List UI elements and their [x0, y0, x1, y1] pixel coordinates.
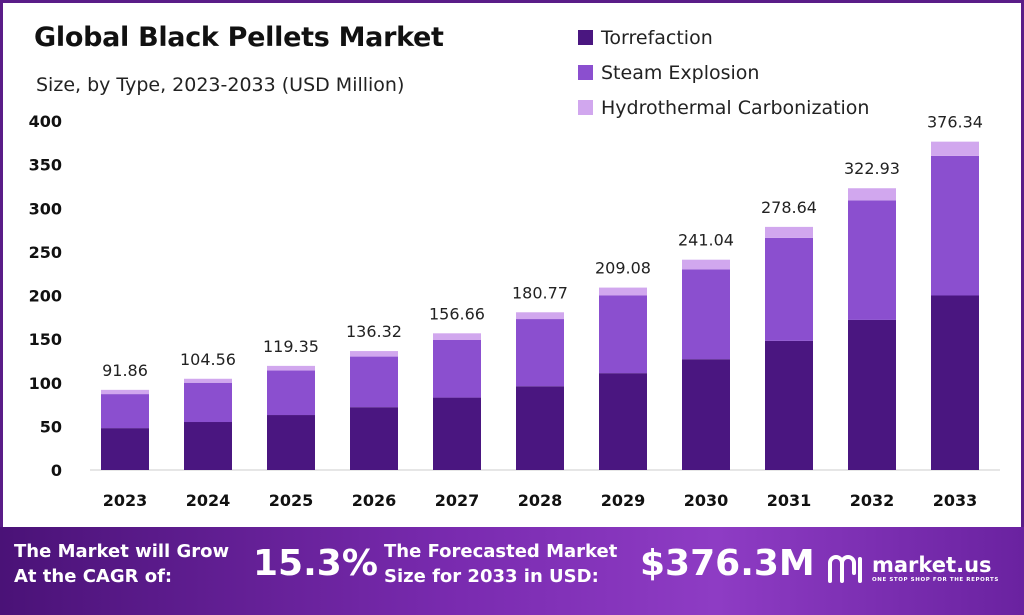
y-tick-label: 250: [29, 243, 62, 262]
total-label-2029: 209.08: [595, 259, 651, 278]
cagr-caption: The Market will Grow At the CAGR of:: [14, 539, 229, 589]
bar-hydrothermal-carbonization-2031: [765, 226, 813, 238]
total-label-2024: 104.56: [180, 350, 236, 369]
bar-hydrothermal-carbonization-2032: [848, 188, 896, 201]
logo-name: market.us: [872, 552, 992, 577]
forecast-caption-line1: The Forecasted Market: [384, 541, 618, 562]
bar-steam-explosion-2024: [184, 382, 232, 423]
bar-steam-explosion-2028: [516, 319, 564, 387]
forecast-value: $376.3M: [640, 543, 815, 584]
bar-steam-explosion-2030: [682, 269, 730, 360]
legend-swatch-steam-explosion: [578, 65, 593, 80]
bar-hydrothermal-carbonization-2030: [682, 259, 730, 270]
y-tick-label: 50: [40, 417, 62, 436]
bar-hydrothermal-carbonization-2027: [433, 333, 481, 340]
legend-item-torrefaction: Torrefaction: [578, 20, 869, 55]
y-tick-label: 400: [29, 112, 62, 131]
x-tick-label: 2025: [269, 491, 314, 510]
x-tick-label: 2029: [601, 491, 646, 510]
total-label-2032: 322.93: [844, 159, 900, 178]
cagr-caption-line1: The Market will Grow: [14, 541, 230, 562]
y-tick-label: 100: [29, 374, 62, 393]
bar-torrefaction-2032: [848, 319, 896, 470]
legend-swatch-hydrothermal-carbonization: [578, 100, 593, 115]
bar-steam-explosion-2026: [350, 356, 398, 408]
y-tick-label: 0: [51, 461, 62, 480]
y-tick-label: 350: [29, 156, 62, 175]
y-axis-ticks: 0 50 100 150 200 250 300 350 400: [29, 112, 62, 480]
market-us-logo-icon: [828, 555, 862, 583]
x-axis-ticks: 2023 2024 2025 2026 2027 2028 2029 2030 2031 2032…: [103, 491, 978, 510]
chart-title: Global Black Pellets Market: [34, 22, 444, 53]
total-label-2028: 180.77: [512, 283, 568, 302]
bar-hydrothermal-carbonization-2029: [599, 287, 647, 296]
total-label-2031: 278.64: [761, 198, 817, 217]
bar-steam-explosion-2023: [101, 394, 149, 429]
total-label-2023: 91.86: [102, 361, 148, 380]
forecast-caption: The Forecasted Market Size for 2033 in U…: [384, 539, 617, 589]
total-labels-group: 91.86 104.56 119.35 136.32 156.66 180.77 209.0…: [102, 113, 983, 380]
bar-steam-explosion-2025: [267, 370, 315, 416]
bar-torrefaction-2030: [682, 359, 730, 470]
y-tick-label: 300: [29, 199, 62, 218]
bar-steam-explosion-2027: [433, 339, 481, 398]
total-label-2026: 136.32: [346, 322, 402, 341]
bar-hydrothermal-carbonization-2025: [267, 365, 315, 371]
bar-torrefaction-2027: [433, 397, 481, 470]
x-tick-label: 2024: [186, 491, 231, 510]
bar-steam-explosion-2032: [848, 200, 896, 320]
bar-steam-explosion-2033: [931, 155, 979, 296]
legend-label-steam-explosion: Steam Explosion: [601, 61, 760, 84]
bar-torrefaction-2023: [101, 428, 149, 470]
cagr-caption-line2: At the CAGR of:: [14, 566, 173, 587]
total-label-2025: 119.35: [263, 337, 319, 356]
bar-hydrothermal-carbonization-2024: [184, 378, 232, 383]
y-tick-label: 150: [29, 330, 62, 349]
x-tick-label: 2026: [352, 491, 397, 510]
x-tick-label: 2033: [933, 491, 978, 510]
x-tick-label: 2031: [767, 491, 812, 510]
y-tick-label: 200: [29, 287, 62, 306]
legend-item-steam-explosion: Steam Explosion: [578, 55, 869, 90]
chart-legend: Torrefaction Steam Explosion Hydrotherma…: [578, 20, 869, 125]
stacked-bar-chart: 0 50 100 150 200 250 300 350 400 91.86 104.56 119.…: [29, 112, 1000, 510]
legend-label-hydrothermal-carbonization: Hydrothermal Carbonization: [601, 96, 870, 119]
x-tick-label: 2030: [684, 491, 729, 510]
chart-subtitle: Size, by Type, 2023-2033 (USD Million): [36, 74, 405, 96]
bar-torrefaction-2025: [267, 415, 315, 470]
bar-torrefaction-2029: [599, 373, 647, 470]
bar-steam-explosion-2031: [765, 237, 813, 341]
market-us-logo: market.us ONE STOP SHOP FOR THE REPORTS: [826, 546, 999, 590]
bar-torrefaction-2024: [184, 422, 232, 470]
logo-tagline: ONE STOP SHOP FOR THE REPORTS: [872, 576, 999, 583]
forecast-caption-line2: Size for 2033 in USD:: [384, 566, 599, 587]
x-tick-label: 2028: [518, 491, 563, 510]
x-tick-label: 2023: [103, 491, 148, 510]
bar-hydrothermal-carbonization-2033: [931, 141, 979, 156]
cagr-value: 15.3%: [253, 543, 378, 584]
market-us-logo-text: market.us ONE STOP SHOP FOR THE REPORTS: [872, 554, 999, 583]
x-tick-label: 2027: [435, 491, 480, 510]
legend-item-hydrothermal-carbonization: Hydrothermal Carbonization: [578, 90, 869, 125]
bar-steam-explosion-2029: [599, 295, 647, 374]
legend-swatch-torrefaction: [578, 30, 593, 45]
bar-torrefaction-2026: [350, 407, 398, 470]
bars-group: [101, 141, 979, 470]
total-label-2030: 241.04: [678, 231, 734, 250]
bar-torrefaction-2033: [931, 295, 979, 470]
legend-label-torrefaction: Torrefaction: [601, 26, 713, 49]
total-label-2027: 156.66: [429, 304, 485, 323]
total-label-2033: 376.34: [927, 113, 983, 132]
bar-torrefaction-2031: [765, 340, 813, 470]
bar-hydrothermal-carbonization-2023: [101, 389, 149, 395]
x-tick-label: 2032: [850, 491, 895, 510]
bar-hydrothermal-carbonization-2028: [516, 312, 564, 320]
bar-torrefaction-2028: [516, 386, 564, 470]
bar-hydrothermal-carbonization-2026: [350, 351, 398, 357]
